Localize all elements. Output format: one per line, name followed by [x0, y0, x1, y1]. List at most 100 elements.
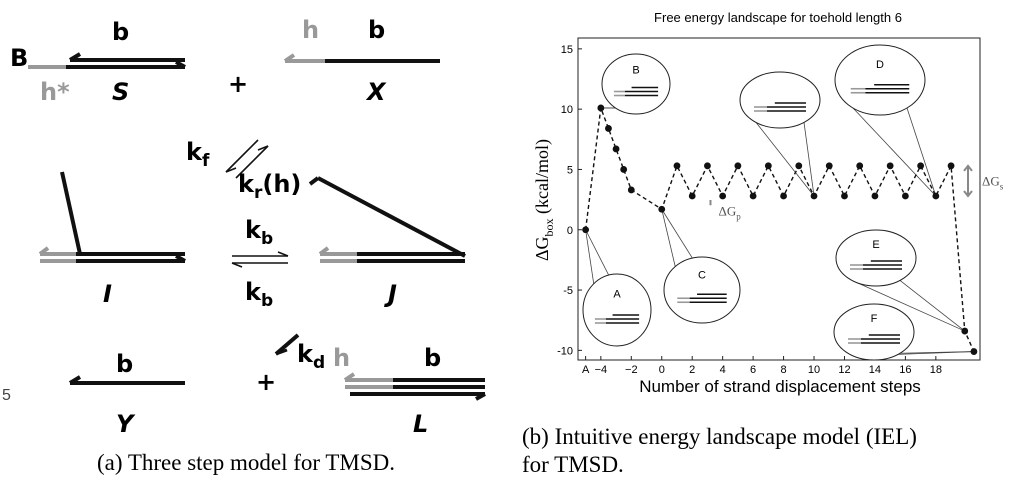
inset: [835, 229, 917, 287]
rate-symbol: k: [238, 170, 255, 198]
arrowhead: [68, 375, 82, 385]
connector: [899, 280, 966, 332]
strand: [317, 176, 466, 258]
arrowhead: [277, 251, 289, 257]
rate-label: kf: [186, 138, 210, 171]
data-point: [605, 125, 612, 132]
inset: [582, 273, 652, 347]
data-point: [704, 162, 711, 170]
data-point: [734, 162, 742, 170]
arrowhead: [343, 372, 356, 382]
connector: [852, 107, 937, 197]
panel-letter: B: [10, 44, 28, 72]
energy-chart: Free energy landscape for toehold length…: [522, 10, 1004, 477]
arrowhead: [175, 60, 186, 69]
data-point: [841, 192, 848, 200]
data-point: [658, 205, 666, 213]
annotation-subscript: p: [736, 211, 741, 221]
arrowhead: [308, 176, 320, 186]
y-tick-label: 10: [561, 104, 573, 116]
plot-frame: [577, 37, 981, 361]
data-point: [719, 192, 727, 200]
connector: [906, 107, 937, 197]
y-label-subscript: box: [542, 218, 556, 236]
y-label-unit: (kcal/mol): [532, 139, 553, 218]
x-tick-label: A: [582, 364, 590, 376]
rate-label: kr(h): [238, 170, 301, 203]
annotation: ΔGs: [982, 174, 1004, 192]
annotation-main: ΔG: [718, 203, 736, 218]
data-point: [597, 104, 605, 112]
species-label: L: [413, 410, 428, 438]
data-point: [970, 348, 978, 355]
inset: [739, 71, 821, 129]
connector: [897, 351, 974, 355]
annotation: ΔGp: [718, 203, 741, 221]
y-tick-label: -10: [557, 345, 573, 357]
x-tick-label: 6: [750, 364, 756, 376]
arrow: [225, 139, 259, 173]
plus: +: [228, 70, 248, 98]
arrowhead: [225, 167, 237, 173]
data-point: [612, 145, 620, 153]
species-label: S: [112, 78, 129, 106]
x-axis-label: Number of strand displacement steps: [639, 377, 921, 396]
data-point: [673, 162, 681, 170]
data-point: [825, 162, 833, 170]
data-point: [764, 162, 772, 170]
arrowhead: [68, 52, 82, 62]
arrow: [235, 145, 269, 179]
arrowhead: [257, 145, 269, 151]
rate-subscript: b: [261, 291, 273, 311]
caption: (a) Three step model for TMSD.: [97, 450, 395, 475]
inset-label: E: [872, 239, 879, 251]
rate-subscript: r: [254, 183, 263, 203]
rate-suffix: (h): [262, 170, 301, 198]
caption: (b) Intuitive energy landscape model (IE…: [522, 424, 917, 449]
data-point: [620, 166, 628, 173]
inset: [663, 256, 741, 324]
species-label: Y: [116, 410, 136, 438]
data-point: [582, 226, 590, 234]
series-line: [584, 107, 975, 352]
domain-label: b: [424, 344, 441, 372]
three-step-diagram: B 5 b h* S + h b X kf kr(h) I: [2, 16, 486, 475]
data-point: [688, 192, 696, 200]
annotation-main: ΔG: [982, 174, 1000, 189]
data-point: [947, 162, 955, 170]
rate-symbol: k: [245, 278, 262, 306]
rate-subscript: d: [313, 353, 325, 373]
rate-symbol: k: [245, 216, 262, 244]
toehold-label: h*: [40, 78, 70, 106]
data-point: [886, 162, 894, 170]
plus: +: [256, 368, 276, 396]
species-label: I: [103, 280, 112, 308]
arrowhead: [475, 392, 486, 401]
insets: A B C D E F: [582, 44, 974, 361]
inset-label: D: [876, 59, 884, 71]
domain-label: b: [116, 350, 133, 378]
rate-symbol: k: [297, 340, 314, 368]
y-axis-label: ΔGbox (kcal/mol): [532, 139, 556, 261]
rate-subscript: f: [202, 151, 210, 171]
arrowhead: [283, 53, 296, 63]
domain-label: b: [112, 18, 129, 46]
x-tick-label: 16: [899, 364, 911, 376]
rate-label: kb: [245, 278, 273, 311]
connector: [755, 122, 815, 197]
rate-symbol: k: [186, 138, 203, 166]
x-tick-label: 10: [808, 364, 820, 376]
arrowhead: [318, 246, 330, 256]
arrowhead: [175, 254, 186, 263]
x-tick-label: 0: [659, 364, 665, 376]
cut-label: 5: [2, 387, 11, 404]
data-point: [932, 192, 940, 200]
domain-label: b: [368, 16, 385, 44]
arrow: [274, 333, 300, 356]
inset-label: B: [632, 65, 639, 77]
data-point: [810, 192, 818, 200]
arrowhead: [275, 348, 288, 356]
data-point: [780, 192, 787, 200]
connector: [803, 122, 815, 197]
rate-subscript: b: [261, 229, 273, 249]
